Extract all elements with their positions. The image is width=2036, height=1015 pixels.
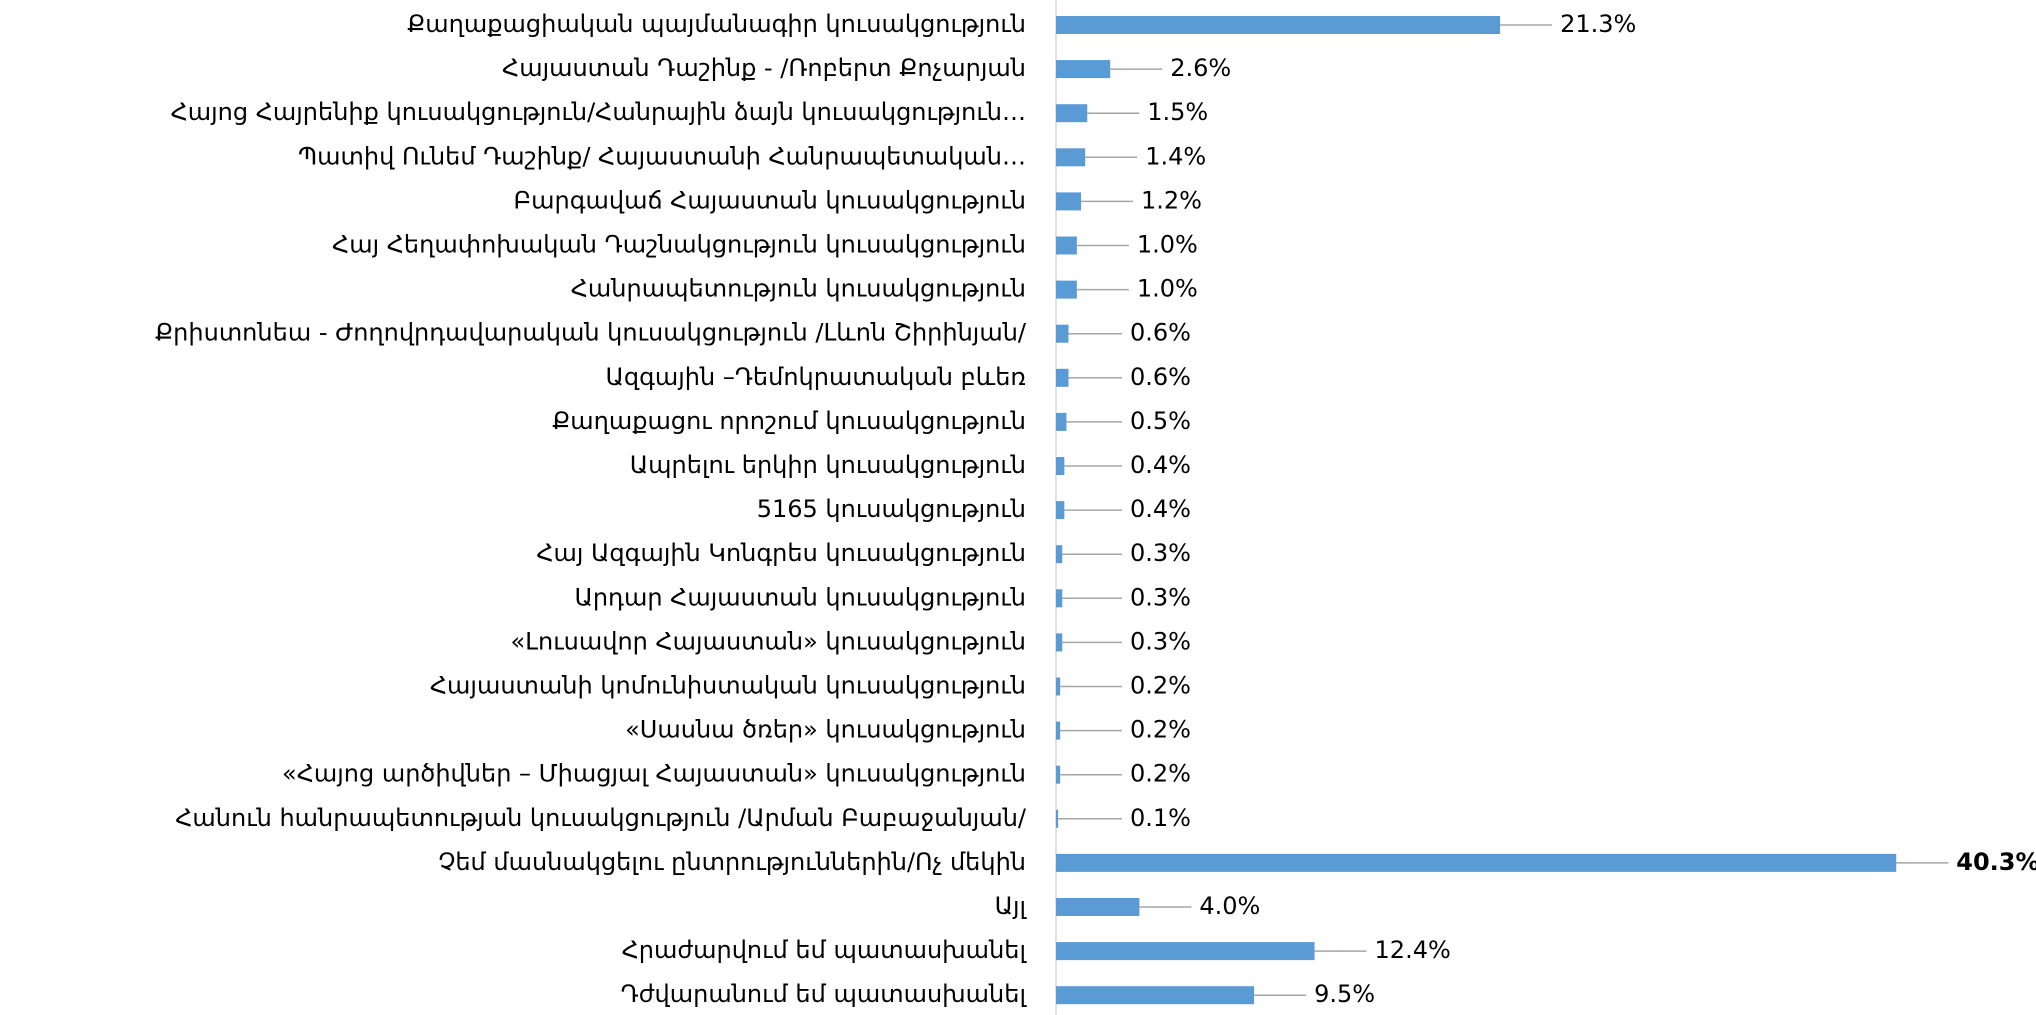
bar: [1056, 148, 1086, 167]
value-label: 0.6%: [1130, 319, 1191, 347]
value-label: 0.4%: [1130, 495, 1191, 523]
category-label: Բարգավաճ Հայաստան կուսակցություն: [514, 186, 1026, 214]
value-label: 0.2%: [1130, 716, 1191, 744]
value-label: 1.5%: [1147, 98, 1208, 126]
value-label: 40.3%: [1956, 848, 2036, 876]
category-label: Ապրելու երկիր կուսակցություն: [630, 451, 1026, 479]
category-label: Պատիվ Ունեմ Դաշինք/ Հայաստանի Հանրապետակ…: [298, 142, 1026, 170]
value-label: 4.0%: [1199, 892, 1260, 920]
category-label: «Հայոց արծիվներ – Միացյալ Հայաստան» կուս…: [282, 760, 1026, 788]
value-label: 1.0%: [1137, 231, 1198, 259]
bar: [1056, 457, 1065, 475]
value-label: 9.5%: [1314, 980, 1375, 1008]
category-label: Քրիստոնեա - Ժողովրդավարական կուսակցությո…: [155, 319, 1027, 347]
category-label: Հանրապետություն կուսակցություն: [571, 275, 1026, 303]
category-label: Դժվարանում եմ պատասխանել: [621, 980, 1028, 1008]
category-label: «Լուսավոր Հայաստան» կուսակցություն: [511, 627, 1026, 655]
bar: [1056, 236, 1077, 255]
category-label: Հայաստան Դաշինք - /Ռոբերտ Քոչարյան: [502, 54, 1026, 82]
bar: [1056, 853, 1897, 872]
bar: [1056, 412, 1067, 431]
category-label: 5165 կուսակցություն: [757, 495, 1026, 523]
bar: [1056, 809, 1059, 828]
bar: [1056, 368, 1069, 387]
bar: [1056, 765, 1061, 784]
bar: [1056, 677, 1061, 696]
value-label: 0.3%: [1130, 627, 1191, 655]
bar: [1056, 60, 1111, 79]
category-label: Հրաժարվում եմ պատասխանել: [622, 936, 1028, 964]
bar: [1056, 589, 1063, 608]
value-label: 2.6%: [1170, 54, 1231, 82]
bar: [1056, 192, 1082, 211]
value-label: 1.4%: [1145, 142, 1206, 170]
value-label: 0.2%: [1130, 672, 1191, 700]
category-label: Հայոց Հայրենիք կուսակցություն/Հանրային ձ…: [171, 98, 1026, 126]
category-label: Քաղաքացիական պայմանագիր կուսակցություն: [407, 10, 1026, 38]
bar: [1056, 942, 1315, 961]
category-label: Հանուն հանրապետության կուսակցություն /Ար…: [175, 804, 1027, 832]
value-label: 0.5%: [1130, 407, 1191, 435]
bar: [1056, 545, 1063, 564]
value-label: 0.4%: [1130, 451, 1191, 479]
value-label: 0.2%: [1130, 760, 1191, 788]
value-label: 0.3%: [1130, 583, 1191, 611]
value-label: 21.3%: [1560, 10, 1636, 38]
category-label: Արդար Հայաստան կուսակցություն: [574, 583, 1026, 611]
category-label: Չեմ մասնակցելու ընտրություններին/Ոչ մեկի…: [438, 848, 1026, 876]
bar: [1056, 721, 1061, 740]
category-label: Հայ Ազգային Կոնգրես կուսակցություն: [536, 539, 1026, 567]
category-label: Քաղաքացու որոշում կուսակցություն: [552, 407, 1026, 435]
value-label: 0.6%: [1130, 363, 1191, 391]
category-label: Հայ Հեղափոխական Դաշնակցություն կուսակցու…: [332, 231, 1026, 259]
category-label: «Սասնա ծռեր» կուսակցություն: [625, 716, 1026, 744]
value-label: 0.3%: [1130, 539, 1191, 567]
bar: [1056, 898, 1140, 916]
bar: [1056, 501, 1065, 520]
value-label: 1.2%: [1141, 186, 1202, 214]
value-label: 0.1%: [1130, 804, 1191, 832]
category-label: Ազգային –Դեմոկրատական բևեռ: [605, 363, 1026, 391]
bar: [1056, 280, 1077, 299]
bar: [1056, 986, 1255, 1005]
value-label: 1.0%: [1137, 275, 1198, 303]
bar: [1056, 104, 1088, 123]
bar: [1056, 324, 1069, 343]
bar: [1056, 16, 1501, 34]
category-label: Այլ: [995, 892, 1028, 920]
category-label: Հայաստանի կոմունիստական կուսակցություն: [430, 672, 1026, 700]
value-label: 12.4%: [1375, 936, 1451, 964]
bar: [1056, 633, 1063, 652]
